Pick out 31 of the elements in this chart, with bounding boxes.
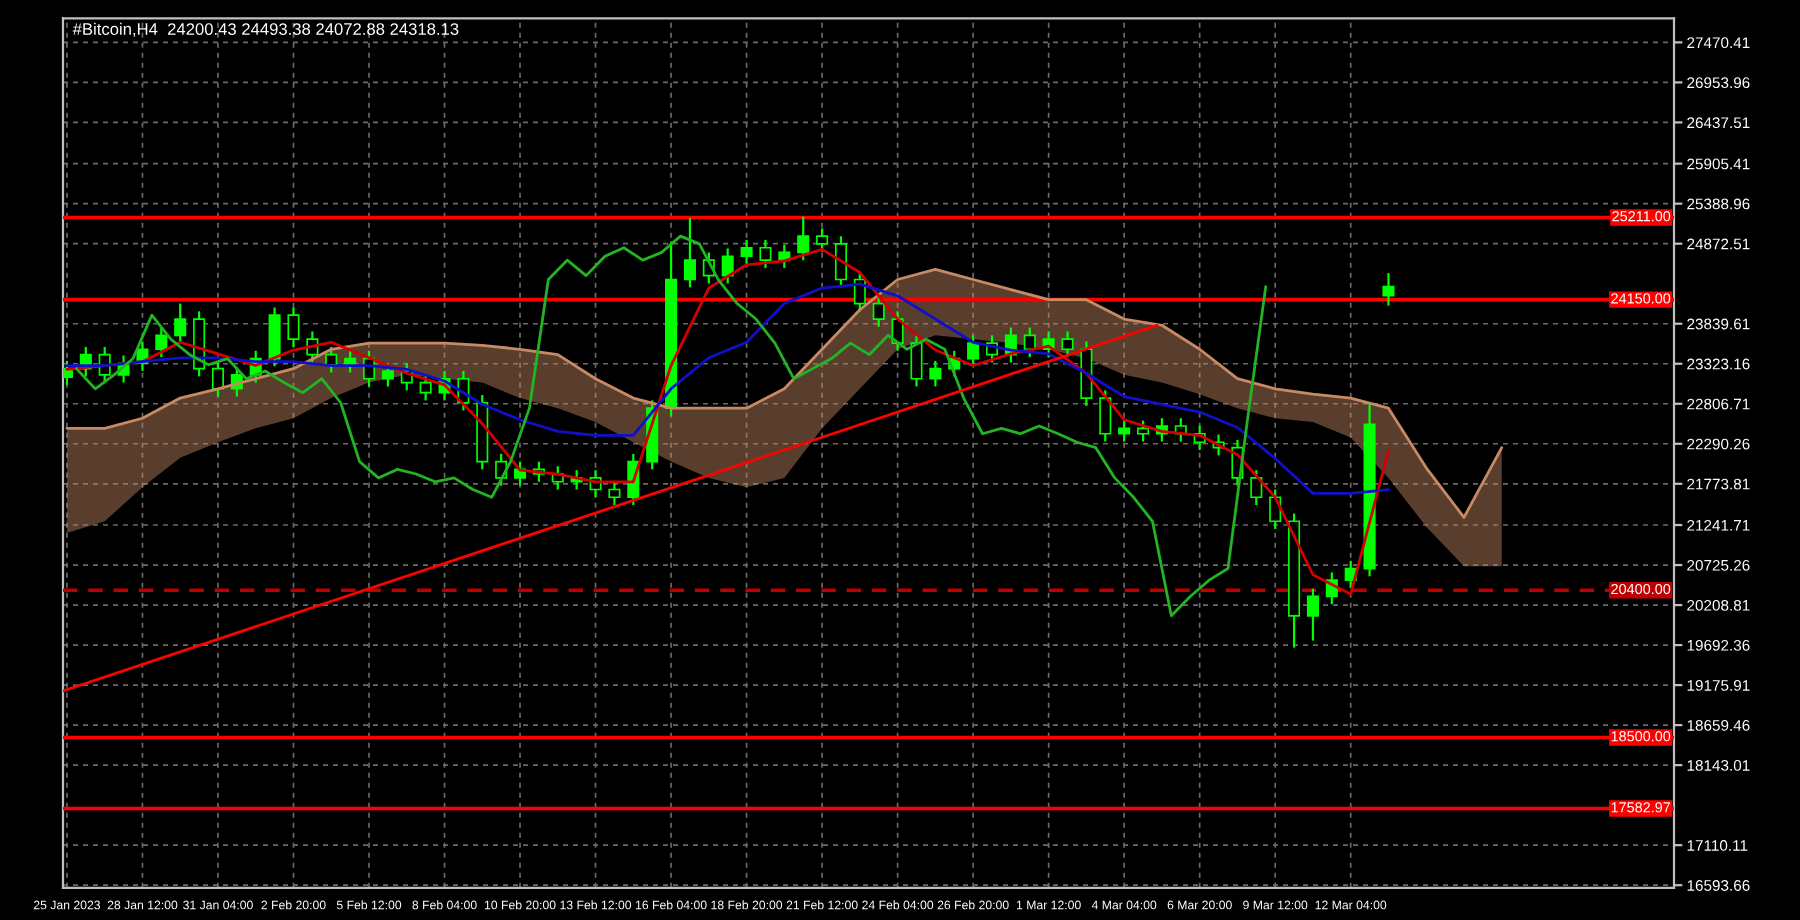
- candlestick: [1137, 419, 1150, 443]
- candlestick: [1061, 330, 1074, 359]
- candlestick: [740, 238, 753, 266]
- candlestick: [721, 247, 734, 285]
- candlestick: [381, 362, 394, 388]
- candlestick: [834, 235, 847, 289]
- candlestick: [419, 373, 432, 402]
- candlestick: [759, 238, 772, 270]
- candlestick: [872, 294, 885, 328]
- candlestick: [1023, 326, 1036, 359]
- candlestick: [683, 217, 696, 289]
- candlestick: [287, 306, 300, 349]
- candlestick: [155, 326, 168, 359]
- line-series: [74, 234, 1268, 618]
- candlestick: [1118, 419, 1131, 443]
- candlestick: [1250, 469, 1263, 507]
- chart-title: #Bitcoin,H4 24200.43 24493.38 24072.88 24318.13: [72, 22, 459, 37]
- candlestick: [608, 480, 621, 507]
- candlestick: [174, 302, 187, 345]
- candlestick: [816, 227, 829, 253]
- candlestick: [1306, 587, 1319, 642]
- candlestick: [910, 334, 923, 388]
- candlestick: [1099, 389, 1112, 443]
- candlestick: [1382, 271, 1395, 307]
- line-series: [65, 268, 1504, 519]
- candlestick: [967, 334, 980, 368]
- candlestick: [211, 359, 224, 398]
- candlestick: [929, 359, 942, 388]
- candlestick: [797, 215, 810, 262]
- candlestick: [268, 306, 281, 368]
- line-series: [65, 247, 1390, 596]
